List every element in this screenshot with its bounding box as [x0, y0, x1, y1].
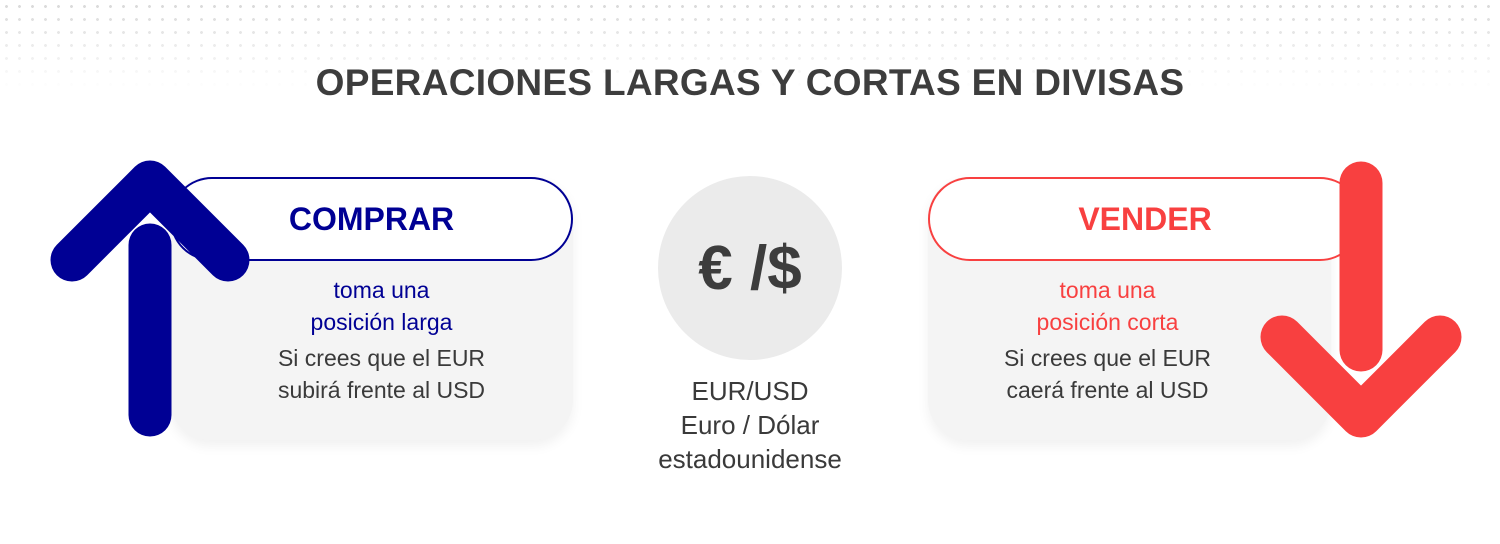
- sell-line1: toma una: [1059, 277, 1156, 303]
- pair-name-1: Euro / Dólar: [680, 410, 820, 440]
- dot-pattern-background: [0, 0, 1500, 90]
- buy-position-text: toma una posición larga: [180, 274, 583, 338]
- sell-label: VENDER: [928, 177, 1362, 261]
- buy-label: COMPRAR: [170, 177, 573, 261]
- sell-desc2: caerá frente al USD: [1006, 377, 1209, 403]
- sell-position-text: toma una posición corta: [906, 274, 1309, 338]
- buy-line2: posición larga: [310, 309, 453, 335]
- pair-name-2: estadounidense: [658, 444, 842, 474]
- buy-description: Si crees que el EUR subirá frente al USD: [180, 342, 583, 406]
- sell-line2: posición corta: [1036, 309, 1179, 335]
- sell-desc1: Si crees que el EUR: [1003, 345, 1212, 371]
- buy-desc1: Si crees que el EUR: [277, 345, 486, 371]
- pair-code: EUR/USD: [691, 376, 809, 406]
- currency-circle: € /$: [658, 176, 842, 360]
- arrow-down-icon: [1260, 161, 1462, 438]
- sell-description: Si crees que el EUR caerá frente al USD: [906, 342, 1309, 406]
- currency-pair-text: EUR/USD Euro / Dólar estadounidense: [600, 374, 900, 476]
- euro-dollar-symbol: € /$: [698, 233, 802, 303]
- buy-line1: toma una: [333, 277, 430, 303]
- buy-desc2: subirá frente al USD: [277, 377, 486, 403]
- arrow-up-icon: [50, 160, 250, 437]
- page-title: OPERACIONES LARGAS Y CORTAS EN DIVISAS: [315, 62, 1185, 103]
